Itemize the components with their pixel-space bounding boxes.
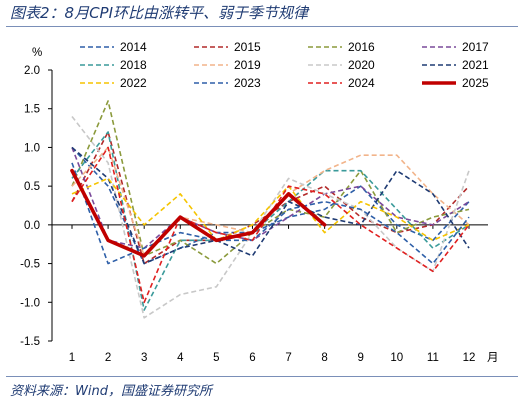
y-tick-label: 1.5 (24, 104, 40, 116)
y-tick-label: -1.0 (20, 297, 40, 309)
y-axis-unit-label: % (32, 47, 42, 59)
series-line-2015 (71, 131, 470, 265)
y-tick-label: 1.0 (24, 142, 40, 154)
x-tick-label: 6 (249, 352, 255, 364)
y-tick-label: 2.0 (24, 65, 40, 77)
legend-label-2022: 2022 (120, 76, 147, 90)
legend-label-2020: 2020 (348, 58, 375, 72)
x-tick-label: 8 (321, 352, 327, 364)
series-line-2023 (71, 162, 470, 265)
x-axis-unit-label: 月 (487, 352, 499, 364)
series-line-2025 (70, 168, 327, 258)
y-tick-label: -1.5 (20, 336, 40, 348)
x-tick-label: 11 (427, 352, 439, 364)
legend: 2014 2015 2016 2017 2018 2019 2020 2021 2022 2023… (80, 40, 489, 90)
series-line-2016 (71, 100, 470, 265)
title-rule (6, 26, 518, 27)
legend-label-2014: 2014 (120, 40, 147, 54)
legend-label-2018: 2018 (120, 58, 147, 72)
y-tick-labels: 2.0 1.5 1.0 0.5 0.0 -0.5 -1.0 -1.5 (20, 65, 52, 348)
series-line-2018 (71, 131, 470, 311)
figure-title: 图表2：8月CPI环比由涨转平、弱于季节规律 (10, 4, 309, 22)
x-tick-label: 7 (285, 352, 291, 364)
x-tick-label: 5 (213, 352, 219, 364)
series-line-2021 (71, 146, 470, 265)
legend-label-2024: 2024 (348, 76, 375, 90)
legend-label-2025: 2025 (462, 76, 489, 90)
legend-label-2016: 2016 (348, 40, 375, 54)
source-rule (6, 376, 518, 377)
y-tick-label: 0.5 (24, 181, 40, 193)
legend-label-2019: 2019 (234, 58, 261, 72)
series-line-2022 (71, 177, 470, 242)
x-tick-label: 12 (463, 352, 476, 364)
x-tick-label: 10 (390, 352, 403, 364)
x-tick-label: 3 (141, 352, 147, 364)
x-tick-label: 2 (105, 352, 111, 364)
series-lines (70, 100, 470, 319)
x-tick-label: 9 (358, 352, 364, 364)
x-tick-label: 4 (177, 352, 184, 364)
x-tick-label: 1 (69, 352, 75, 364)
legend-label-2023: 2023 (234, 76, 261, 90)
x-tick-labels: 1 2 3 4 5 6 7 8 9 10 11 12 (69, 224, 476, 364)
legend-label-2015: 2015 (234, 40, 261, 54)
source-note: 资料来源：Wind，国盛证券研究所 (10, 384, 212, 399)
series-line-2020 (71, 115, 470, 319)
legend-label-2017: 2017 (462, 40, 489, 54)
axis-layer: % 月 (32, 47, 499, 364)
y-tick-label: -0.5 (20, 259, 40, 271)
y-tick-label: 0.0 (24, 220, 40, 232)
legend-label-2021: 2021 (462, 58, 489, 72)
